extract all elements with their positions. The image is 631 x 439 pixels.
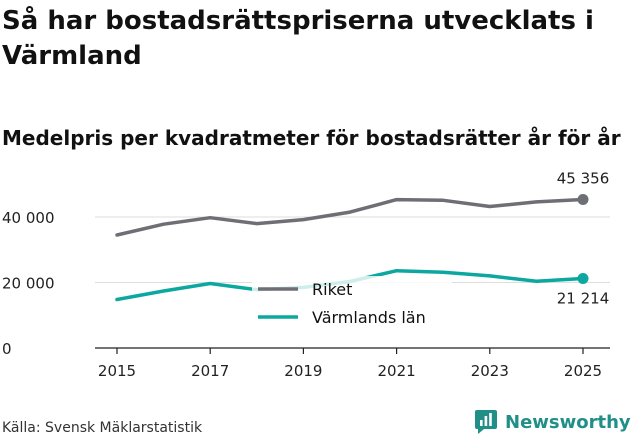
brand-name: Newsworthy xyxy=(505,411,631,433)
brand-logo[interactable]: Newsworthy xyxy=(474,407,631,437)
gridlines xyxy=(95,216,610,283)
end-label-riket: 45 356 xyxy=(557,169,610,187)
x-tick-label: 2023 xyxy=(471,362,509,380)
x-tick-label: 2021 xyxy=(378,362,416,380)
end-point-varmland xyxy=(577,273,589,285)
newsworthy-logo-icon xyxy=(475,410,497,434)
x-tick-label: 2017 xyxy=(191,362,229,380)
data-labels: 45 356 21 214 xyxy=(557,169,610,307)
chart-title: Så har bostadsrättspriserna utvecklats i… xyxy=(2,6,594,71)
legend-label-varmland: Värmlands län xyxy=(312,308,426,327)
chart-subtitle: Medelpris per kvadratmeter för bostadsrä… xyxy=(2,126,621,150)
y-tick-label: 40 000 xyxy=(2,209,55,227)
source-note: Källa: Svensk Mäklarstatistik xyxy=(2,420,203,436)
x-tick-label: 2025 xyxy=(564,362,602,380)
legend: Riket Värmlands län xyxy=(252,276,452,336)
axes: 0 20 000 40 000 2015 2017 2019 2021 2023 2025 xyxy=(2,209,610,380)
legend-background xyxy=(252,276,452,336)
y-tick-label: 20 000 xyxy=(2,275,55,293)
x-tick-label: 2015 xyxy=(98,362,136,380)
end-label-varmland: 21 214 xyxy=(557,290,610,308)
legend-label-riket: Riket xyxy=(312,280,352,299)
y-tick-label: 0 xyxy=(2,340,12,358)
x-tick-label: 2019 xyxy=(284,362,322,380)
end-point-riket xyxy=(577,193,589,205)
series-line-riket xyxy=(115,197,585,237)
